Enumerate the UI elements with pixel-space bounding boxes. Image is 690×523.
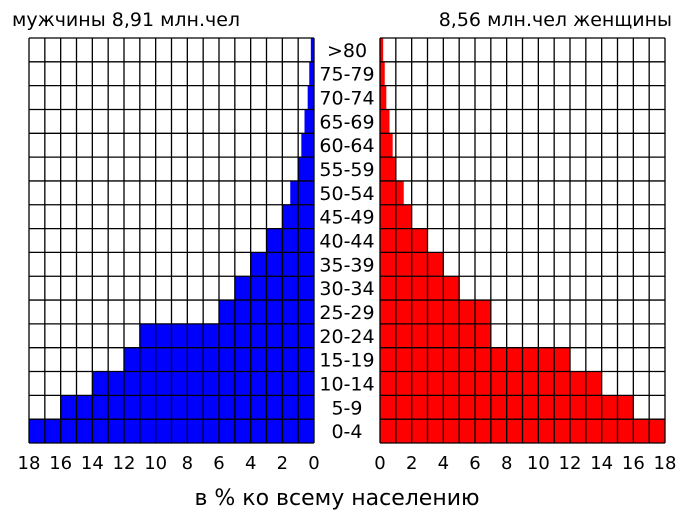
female-x-tick-label: 4 bbox=[438, 453, 449, 474]
female-bar bbox=[380, 180, 404, 205]
female-bar bbox=[380, 276, 460, 301]
female-bar bbox=[380, 133, 393, 158]
female-x-tick-label: 0 bbox=[374, 453, 385, 474]
male-bar bbox=[266, 228, 314, 253]
x-axis-label: в % ко всему населению bbox=[194, 486, 479, 511]
age-group-label: >80 bbox=[327, 40, 367, 62]
male-bar bbox=[290, 180, 314, 205]
x-tick-labels: 18 16 14 12 10 8 6 4 2 0 0 2 4 6 8 10 12 14 16 18 bbox=[18, 453, 677, 474]
gridlines bbox=[28, 37, 666, 444]
female-bar bbox=[380, 38, 384, 62]
age-group-label: 60-64 bbox=[319, 135, 374, 157]
female-x-tick-label: 18 bbox=[654, 453, 677, 474]
male-bar bbox=[139, 323, 314, 348]
male-x-tick-label: 2 bbox=[277, 453, 288, 474]
age-group-label: 70-74 bbox=[319, 88, 374, 110]
female-total-label: 8,56 млн.чел женщины bbox=[439, 9, 672, 31]
male-x-tick-label: 12 bbox=[113, 453, 136, 474]
age-group-label: 75-79 bbox=[319, 64, 374, 86]
female-x-tick-label: 12 bbox=[559, 453, 582, 474]
female-x-tick-label: 16 bbox=[622, 453, 645, 474]
male-x-tick-label: 8 bbox=[182, 453, 193, 474]
age-group-label: 65-69 bbox=[319, 111, 374, 133]
male-bar bbox=[301, 133, 314, 158]
age-group-label: 0-4 bbox=[331, 421, 362, 443]
female-x-tick-label: 2 bbox=[406, 453, 417, 474]
male-x-tick-label: 6 bbox=[213, 453, 224, 474]
male-x-tick-label: 18 bbox=[18, 453, 41, 474]
male-bar bbox=[234, 276, 314, 301]
age-group-label: 45-49 bbox=[319, 207, 374, 229]
male-x-tick-label: 14 bbox=[81, 453, 104, 474]
female-bar bbox=[380, 61, 385, 86]
age-group-label: 30-34 bbox=[319, 278, 374, 300]
female-bar bbox=[380, 323, 491, 348]
male-bar bbox=[298, 157, 314, 181]
age-group-label: 5-9 bbox=[331, 397, 362, 419]
age-group-label: 50-54 bbox=[319, 183, 374, 205]
female-bar bbox=[380, 228, 428, 253]
age-group-label: 40-44 bbox=[319, 231, 374, 253]
male-x-tick-label: 0 bbox=[308, 453, 319, 474]
male-bar bbox=[310, 38, 314, 62]
age-group-label: 15-19 bbox=[319, 350, 374, 372]
female-bar bbox=[380, 109, 390, 134]
female-bar bbox=[380, 85, 387, 110]
male-bar bbox=[307, 85, 314, 110]
male-x-tick-label: 10 bbox=[144, 453, 167, 474]
age-labels: 0-45-910-1415-1920-2425-2930-3435-3940-4… bbox=[319, 40, 374, 443]
male-bar bbox=[309, 61, 314, 86]
female-x-tick-label: 14 bbox=[590, 453, 613, 474]
male-x-tick-label: 16 bbox=[49, 453, 72, 474]
female-x-tick-label: 6 bbox=[469, 453, 480, 474]
age-group-label: 20-24 bbox=[319, 326, 374, 348]
female-x-tick-label: 10 bbox=[527, 453, 550, 474]
age-group-label: 10-14 bbox=[319, 373, 374, 395]
male-bar bbox=[304, 109, 314, 134]
age-group-label: 55-59 bbox=[319, 159, 374, 181]
male-total-label: мужчины 8,91 млн.чел bbox=[12, 9, 240, 31]
age-group-label: 35-39 bbox=[319, 254, 374, 276]
female-bar bbox=[380, 157, 396, 181]
age-group-label: 25-29 bbox=[319, 302, 374, 324]
female-bar bbox=[380, 300, 491, 324]
male-x-tick-label: 4 bbox=[245, 453, 256, 474]
female-x-tick-label: 8 bbox=[501, 453, 512, 474]
